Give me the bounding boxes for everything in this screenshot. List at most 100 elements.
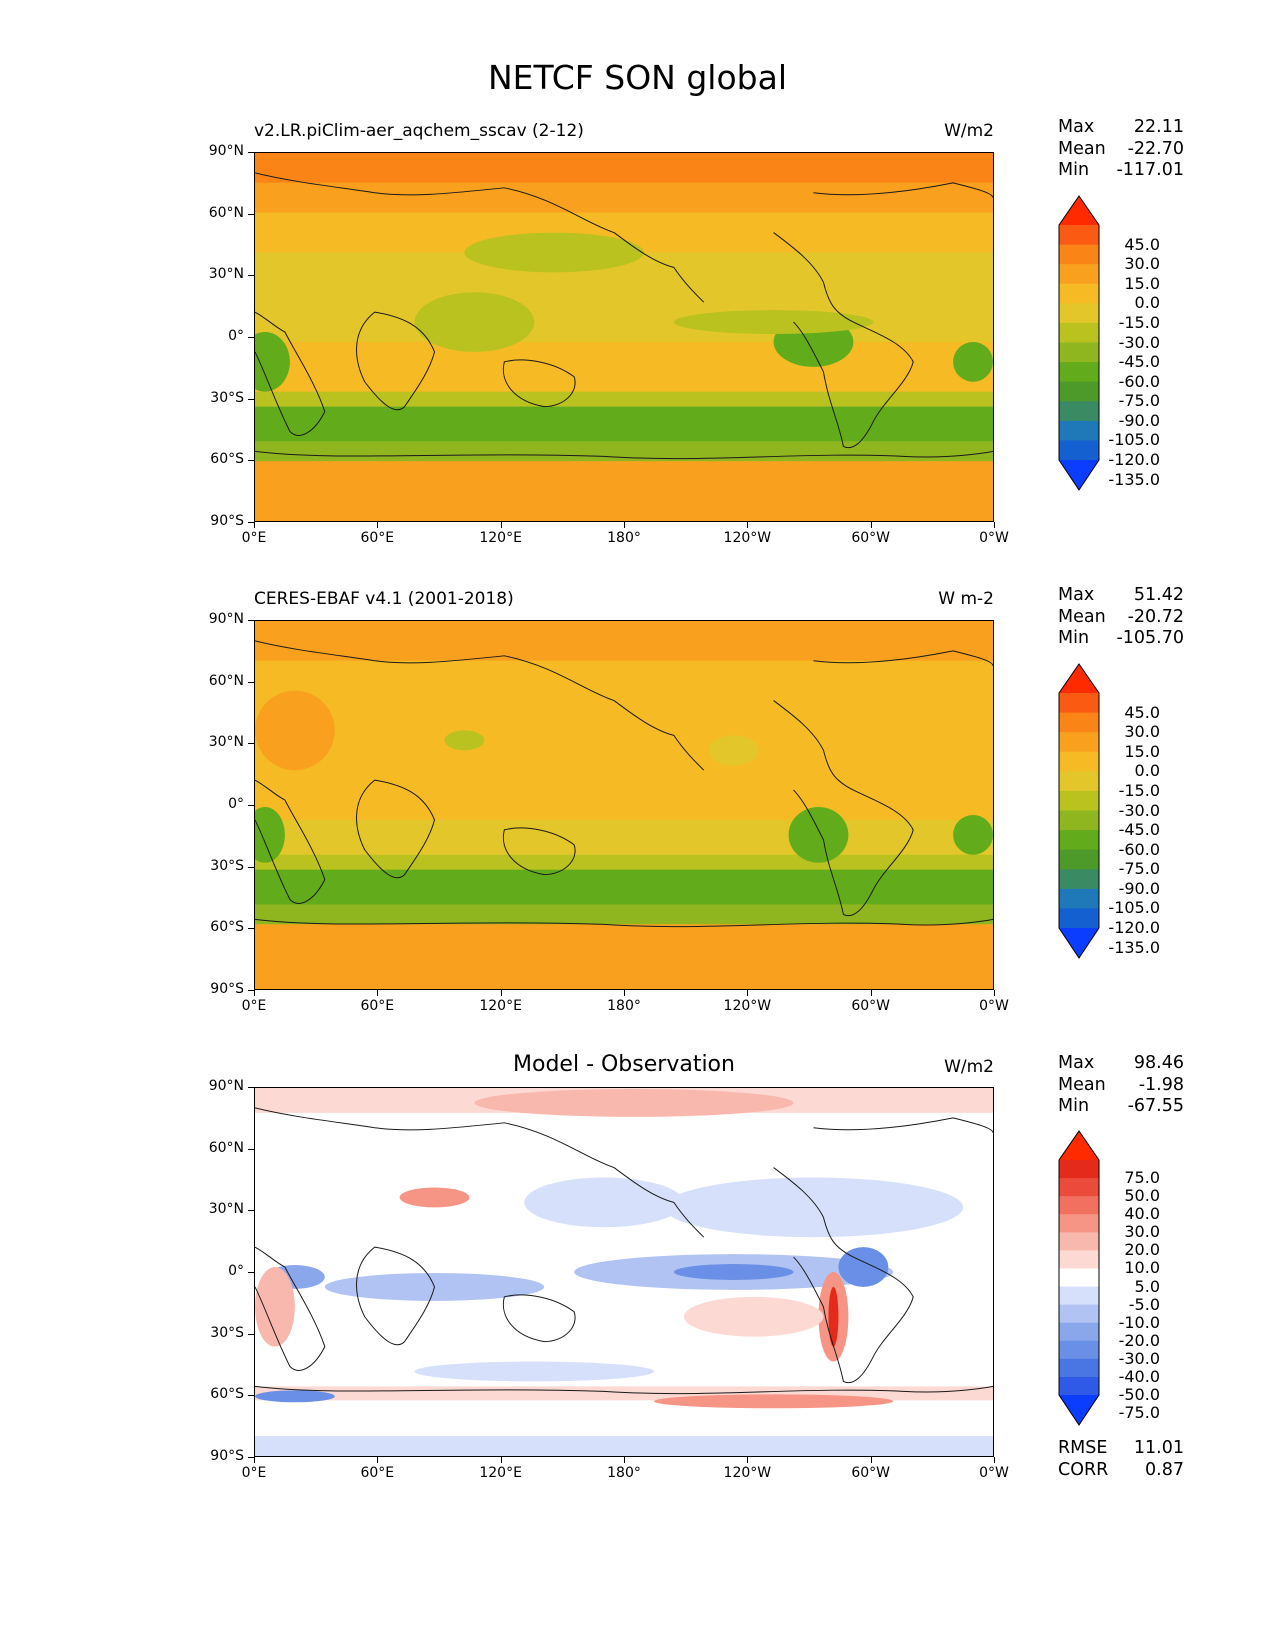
y-tick-label: 90°S bbox=[210, 513, 244, 529]
colorbar-label: -135.0 bbox=[1108, 937, 1160, 957]
x-tick bbox=[624, 1457, 625, 1463]
x-tick-label: 0°E bbox=[241, 1465, 267, 1481]
panel-1-stats: Max 22.11 Mean -22.70 Min -117.01 bbox=[1058, 117, 1184, 182]
x-tick bbox=[254, 990, 255, 996]
corr-value: 0.87 bbox=[1145, 1459, 1184, 1480]
coastline bbox=[813, 1117, 993, 1133]
colorbar-label: -90.0 bbox=[1118, 878, 1160, 898]
coastline bbox=[255, 1246, 326, 1371]
colorbar-segment bbox=[1059, 244, 1099, 265]
colorbar-cap-bottom bbox=[1059, 1395, 1099, 1425]
x-tick-label: 0°W bbox=[979, 530, 1009, 546]
colorbar-segment bbox=[1059, 283, 1099, 304]
colorbar bbox=[1058, 1130, 1100, 1426]
colorbar-cap-bottom bbox=[1059, 928, 1099, 958]
colorbar-label: 45.0 bbox=[1124, 234, 1160, 254]
x-tick-label: 60°E bbox=[360, 530, 395, 546]
colorbar-label: -105.0 bbox=[1108, 430, 1160, 450]
y-tick-label: 90°N bbox=[208, 143, 244, 159]
colorbar-label: -120.0 bbox=[1108, 918, 1160, 937]
min-value: -67.55 bbox=[1127, 1096, 1184, 1116]
colorbar-label: 30.0 bbox=[1124, 254, 1160, 274]
x-tick-label: 0°W bbox=[979, 998, 1009, 1014]
panel-1-units: W/m2 bbox=[944, 121, 994, 141]
colorbar-segment bbox=[1059, 1160, 1099, 1179]
y-tick bbox=[248, 1395, 254, 1397]
coastline bbox=[813, 182, 993, 198]
x-tick bbox=[377, 1457, 379, 1463]
x-tick bbox=[377, 990, 379, 996]
colorbar-cap-top bbox=[1059, 196, 1099, 225]
y-tick bbox=[248, 1148, 254, 1150]
colorbar-segment bbox=[1059, 1358, 1099, 1378]
y-tick bbox=[248, 928, 254, 930]
y-tick bbox=[248, 337, 254, 338]
coastline bbox=[255, 172, 705, 303]
colorbar-segment bbox=[1059, 264, 1099, 285]
coastline bbox=[773, 1167, 914, 1384]
colorbar-cap-bottom bbox=[1059, 460, 1099, 490]
colorbar-segment bbox=[1059, 1268, 1099, 1288]
panel-3-title: Model - Observation bbox=[513, 1052, 735, 1077]
min-value: -117.01 bbox=[1116, 160, 1184, 180]
colorbar-segment bbox=[1059, 810, 1099, 831]
mean-value: -20.72 bbox=[1127, 606, 1184, 627]
colorbar-label: -75.0 bbox=[1118, 391, 1160, 411]
colorbar-segment bbox=[1059, 225, 1099, 246]
x-tick bbox=[870, 990, 872, 996]
colorbar-label: -45.0 bbox=[1118, 820, 1160, 840]
y-tick bbox=[248, 460, 254, 462]
y-tick-label: 0° bbox=[228, 796, 244, 812]
colorbar-outline bbox=[1058, 663, 1100, 959]
max-value: 51.42 bbox=[1133, 585, 1184, 605]
y-tick-label: 90°S bbox=[210, 1448, 244, 1464]
y-tick bbox=[248, 1272, 254, 1273]
figure-title: NETCF SON global bbox=[487, 58, 787, 97]
y-tick-label: 90°S bbox=[210, 981, 244, 997]
coastline bbox=[255, 1107, 705, 1238]
colorbar-outline bbox=[1058, 1130, 1100, 1426]
colorbar-label: -50.0 bbox=[1118, 1385, 1160, 1404]
y-tick bbox=[248, 681, 254, 683]
colorbar-segment bbox=[1059, 401, 1099, 422]
colorbar-label: -40.0 bbox=[1118, 1366, 1160, 1386]
coastline bbox=[502, 1294, 576, 1343]
colorbar bbox=[1058, 663, 1100, 959]
x-tick-label: 0°E bbox=[241, 998, 267, 1014]
x-tick bbox=[994, 1457, 995, 1463]
colorbar-label: 45.0 bbox=[1124, 702, 1160, 722]
y-tick bbox=[248, 275, 254, 277]
panel-2-map bbox=[254, 620, 994, 990]
x-tick-label: 120°W bbox=[723, 1465, 772, 1481]
colorbar-segment bbox=[1059, 908, 1099, 929]
colorbar-label: 75.0 bbox=[1124, 1168, 1160, 1188]
x-tick-label: 180° bbox=[607, 998, 641, 1014]
y-tick bbox=[248, 152, 254, 153]
stat-label: Min bbox=[1058, 160, 1090, 180]
mean-value: -22.70 bbox=[1127, 138, 1184, 159]
colorbar-segment bbox=[1059, 420, 1099, 441]
colorbar-segment bbox=[1059, 1340, 1099, 1360]
x-tick-label: 120°W bbox=[723, 998, 772, 1014]
corr-label: CORR bbox=[1058, 1459, 1109, 1480]
colorbar-label: -75.0 bbox=[1118, 1403, 1160, 1423]
coastline bbox=[502, 359, 576, 408]
y-tick bbox=[248, 866, 254, 868]
x-tick-label: 60°W bbox=[851, 998, 890, 1014]
coastline bbox=[356, 1246, 436, 1346]
y-tick-label: 60°N bbox=[208, 1139, 244, 1156]
coastline bbox=[773, 700, 914, 917]
colorbar-segment bbox=[1059, 1196, 1099, 1215]
y-tick-label: 90°N bbox=[208, 611, 244, 627]
coastline bbox=[502, 827, 576, 876]
colorbar bbox=[1058, 195, 1100, 491]
colorbar-segment bbox=[1059, 322, 1099, 343]
x-tick-label: 60°W bbox=[851, 1465, 890, 1481]
coastline bbox=[255, 640, 705, 771]
x-tick-label: 0°E bbox=[241, 530, 267, 546]
y-tick bbox=[248, 743, 254, 745]
colorbar-label: -30.0 bbox=[1118, 332, 1160, 352]
coastline bbox=[255, 918, 993, 928]
panel-2-title: CERES-EBAF v4.1 (2001-2018) bbox=[254, 589, 514, 609]
y-tick bbox=[248, 398, 254, 400]
